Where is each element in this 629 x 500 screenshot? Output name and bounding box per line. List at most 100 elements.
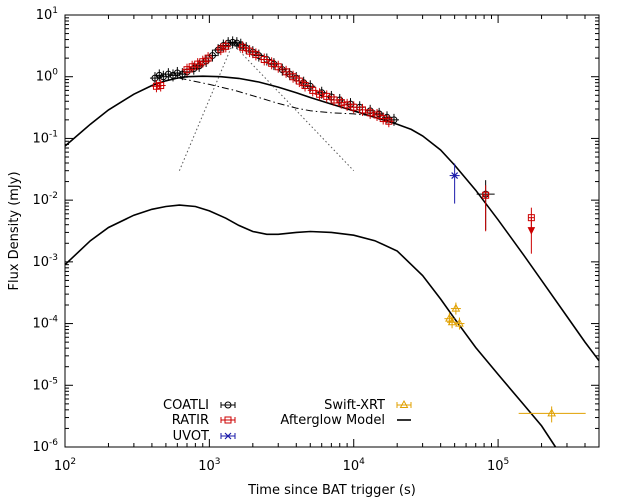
data-point-swift-xrt xyxy=(454,317,465,330)
marker-coatli xyxy=(318,89,326,97)
data-point-ratir xyxy=(155,79,166,92)
data-point-ratir xyxy=(357,103,368,116)
data-point-swift-xrt xyxy=(518,406,586,423)
data-point-coatli xyxy=(172,66,183,79)
data-point-ratir xyxy=(372,108,383,121)
plot-frame xyxy=(64,14,600,448)
marker-ratir xyxy=(309,86,317,94)
marker-ratir xyxy=(222,42,230,50)
legend-label-afterglow-model: Afterglow Model xyxy=(280,413,385,428)
y-tick-label: 10-6 xyxy=(32,438,58,455)
legend-sample-uvot xyxy=(220,432,236,440)
marker-ratir xyxy=(316,90,324,98)
marker-coatli xyxy=(190,65,198,73)
legend-label-coatli: COATLI xyxy=(163,398,209,413)
data-point-ratir xyxy=(288,70,299,83)
marker-ratir xyxy=(323,92,331,100)
marker-ratir xyxy=(482,191,490,199)
marker-ratir xyxy=(252,50,260,58)
marker-ratir xyxy=(350,103,358,111)
marker-ratir xyxy=(152,82,160,90)
y-tick-label: 10-5 xyxy=(32,376,58,393)
marker-ratir xyxy=(204,54,212,62)
marker-ratir xyxy=(330,96,338,104)
data-point-ratir xyxy=(192,58,203,71)
data-point-ratir xyxy=(321,90,332,103)
marker-coatli xyxy=(375,110,383,118)
marker-swift-xrt xyxy=(447,317,457,326)
marker-swift-xrt xyxy=(451,303,461,312)
data-point-ratir xyxy=(273,60,284,73)
data-point-ratir xyxy=(365,106,376,119)
marker-ratir xyxy=(301,82,309,90)
data-point-uvot xyxy=(449,163,460,204)
data-point-ratir xyxy=(259,53,270,66)
y-tick-label: 101 xyxy=(36,6,58,23)
marker-coatli xyxy=(155,71,163,79)
marker-coatli xyxy=(233,39,241,47)
marker-coatli xyxy=(229,38,237,46)
marker-ratir xyxy=(239,43,247,51)
data-point-ratir xyxy=(314,88,325,101)
data-point-ratir xyxy=(197,55,208,68)
y-tick-label: 10-3 xyxy=(32,253,58,270)
legend-label-uvot: UVOT xyxy=(173,429,209,444)
data-point-ratir xyxy=(482,185,490,232)
marker-ratir xyxy=(358,106,366,114)
marker-ratir xyxy=(282,68,290,76)
marker-coatli xyxy=(195,62,203,70)
legend: COATLI RATIR UVOT Swift-XRT Afterglow Mo… xyxy=(163,398,412,444)
marker-swift-xrt xyxy=(445,313,454,322)
x-tick-label: 104 xyxy=(343,457,366,474)
data-point-ratir xyxy=(294,75,305,88)
marker-ratir xyxy=(274,63,282,71)
marker-ratir xyxy=(268,59,276,67)
data-point-coatli xyxy=(231,37,242,50)
upper-limit-arrow xyxy=(527,227,536,235)
x-tick-label: 103 xyxy=(198,457,220,474)
legend-sample-ratir xyxy=(220,416,236,424)
y-tick-label: 100 xyxy=(36,68,59,85)
marker-swift-xrt xyxy=(455,318,464,327)
marker-ratir xyxy=(295,77,303,85)
data-point-ratir xyxy=(151,80,162,93)
marker-swift-xrt xyxy=(547,408,557,417)
data-point-coatli xyxy=(227,36,238,49)
legend-label-ratir: RATIR xyxy=(172,413,209,428)
marker-ratir xyxy=(289,73,297,81)
marker-ratir xyxy=(199,58,207,66)
data-point-ratir xyxy=(383,115,394,128)
x-tick-labels: 102 103 104 105 xyxy=(54,457,509,474)
marker-coatli xyxy=(306,82,314,90)
data-point-ratir xyxy=(203,52,214,65)
model-line-forward-shock xyxy=(179,77,375,117)
x-tick-label: 105 xyxy=(487,457,509,474)
marker-coatli xyxy=(383,113,391,121)
legend-samples xyxy=(220,399,412,440)
y-tick-labels: 101 100 10-1 10-2 10-3 10-4 10-5 10-6 xyxy=(32,6,58,455)
legend-sample-coatli xyxy=(220,401,236,409)
marker-ratir xyxy=(343,101,351,109)
x-tick-label: 102 xyxy=(54,457,76,474)
data-point-ratir xyxy=(300,79,311,92)
y-tick-label: 10-2 xyxy=(32,191,58,208)
marker-ratir xyxy=(373,111,381,119)
marker-coatli xyxy=(164,70,172,78)
data-point-ratir xyxy=(237,41,248,54)
data-point-ratir xyxy=(328,93,339,106)
marker-ratir xyxy=(157,82,165,90)
data-point-ratir xyxy=(527,207,536,254)
model-lines xyxy=(64,43,600,448)
marker-coatli xyxy=(390,116,398,124)
data-point-ratir xyxy=(348,101,359,114)
data-point-swift-xrt xyxy=(447,316,458,329)
marker-ratir xyxy=(194,60,202,68)
marker-coatli xyxy=(173,69,181,77)
marker-ratir xyxy=(366,109,374,117)
data-point-ratir xyxy=(220,40,231,53)
data-point-ratir xyxy=(307,84,318,97)
legend-sample-marker xyxy=(224,401,232,409)
data-point-coatli xyxy=(388,113,399,126)
legend-sample-marker xyxy=(224,416,232,424)
